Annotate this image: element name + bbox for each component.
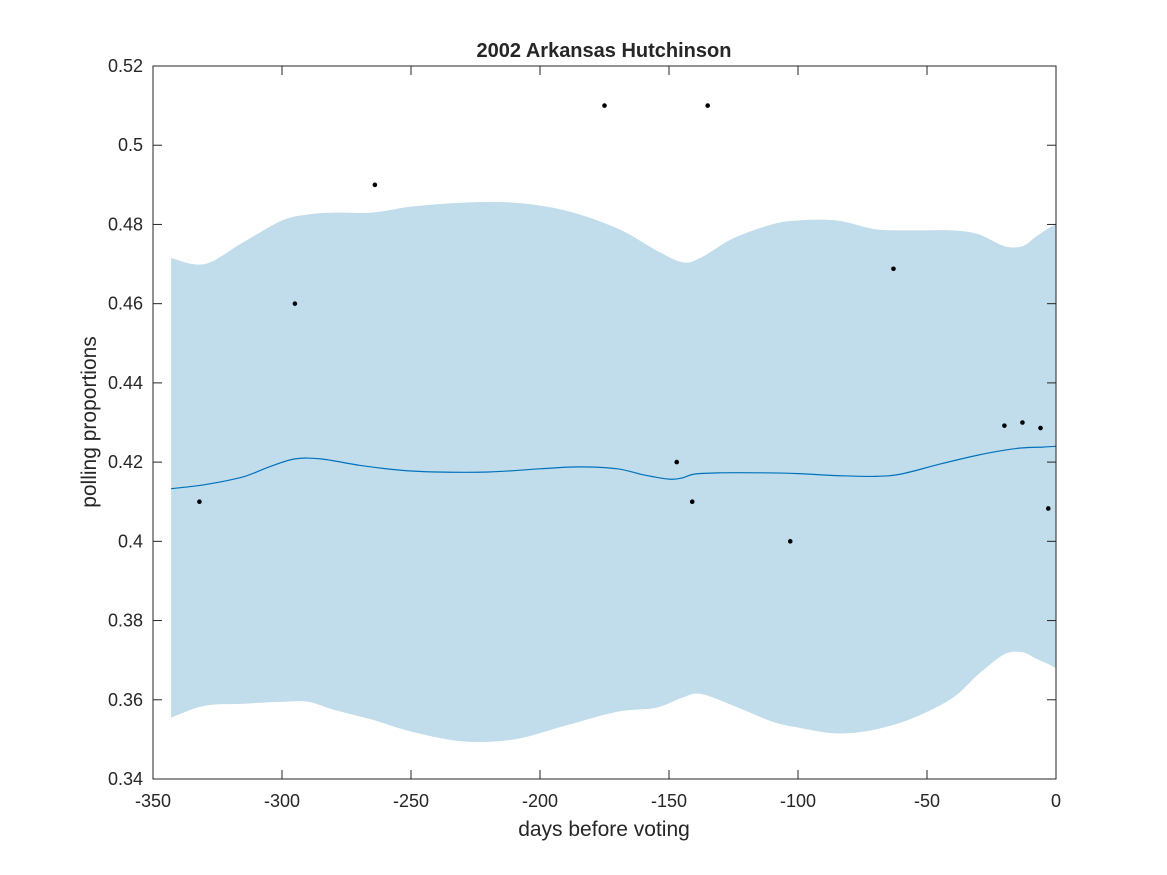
chart-title: 2002 Arkansas Hutchinson (477, 40, 732, 62)
axes-box (152, 65, 1057, 780)
data-point (1002, 423, 1007, 428)
y-tick-label: 0.38 (108, 611, 143, 631)
y-tick-label: 0.5 (118, 135, 143, 155)
axes: -350 -300 -250 -200 -150 -100 -50 0 0.34 0.36 0.38… (108, 56, 1061, 811)
data-point (1038, 425, 1043, 431)
x-tick-label: -50 (914, 791, 940, 811)
y-tick-label: 0.52 (108, 56, 143, 76)
series-line-0 (171, 445, 1057, 490)
confidence-band (171, 201, 1057, 743)
data-point (197, 499, 202, 505)
data-point (674, 459, 680, 465)
y-tick-label: 0.4 (118, 531, 143, 551)
y-tick-label: 0.46 (108, 294, 143, 314)
y-tick-label: 0.48 (108, 214, 143, 234)
x-tick-label: -100 (780, 791, 816, 811)
data-point (1045, 506, 1051, 511)
x-tick-label: -250 (393, 791, 429, 811)
x-tick-label: -300 (264, 791, 300, 811)
data-point (689, 499, 695, 505)
x-tick-label: 0 (1051, 791, 1061, 811)
plot-area (171, 103, 1057, 743)
y-axis-label: polling proportions (78, 336, 101, 508)
x-tick-label: -150 (651, 791, 687, 811)
data-point (705, 103, 710, 108)
x-tick-label: -200 (522, 791, 558, 811)
y-tick-label: 0.42 (108, 452, 143, 472)
x-axis-label: days before voting (518, 818, 690, 841)
data-point (372, 182, 378, 188)
data-point (1020, 420, 1025, 425)
y-tick-label: 0.44 (108, 373, 143, 393)
data-point (602, 103, 607, 108)
data-point (292, 301, 298, 306)
x-tick-label: -350 (135, 791, 171, 811)
data-point (891, 266, 896, 272)
data-point (787, 539, 793, 544)
y-tick-label: 0.34 (108, 769, 143, 789)
y-tick-label: 0.36 (108, 690, 143, 710)
